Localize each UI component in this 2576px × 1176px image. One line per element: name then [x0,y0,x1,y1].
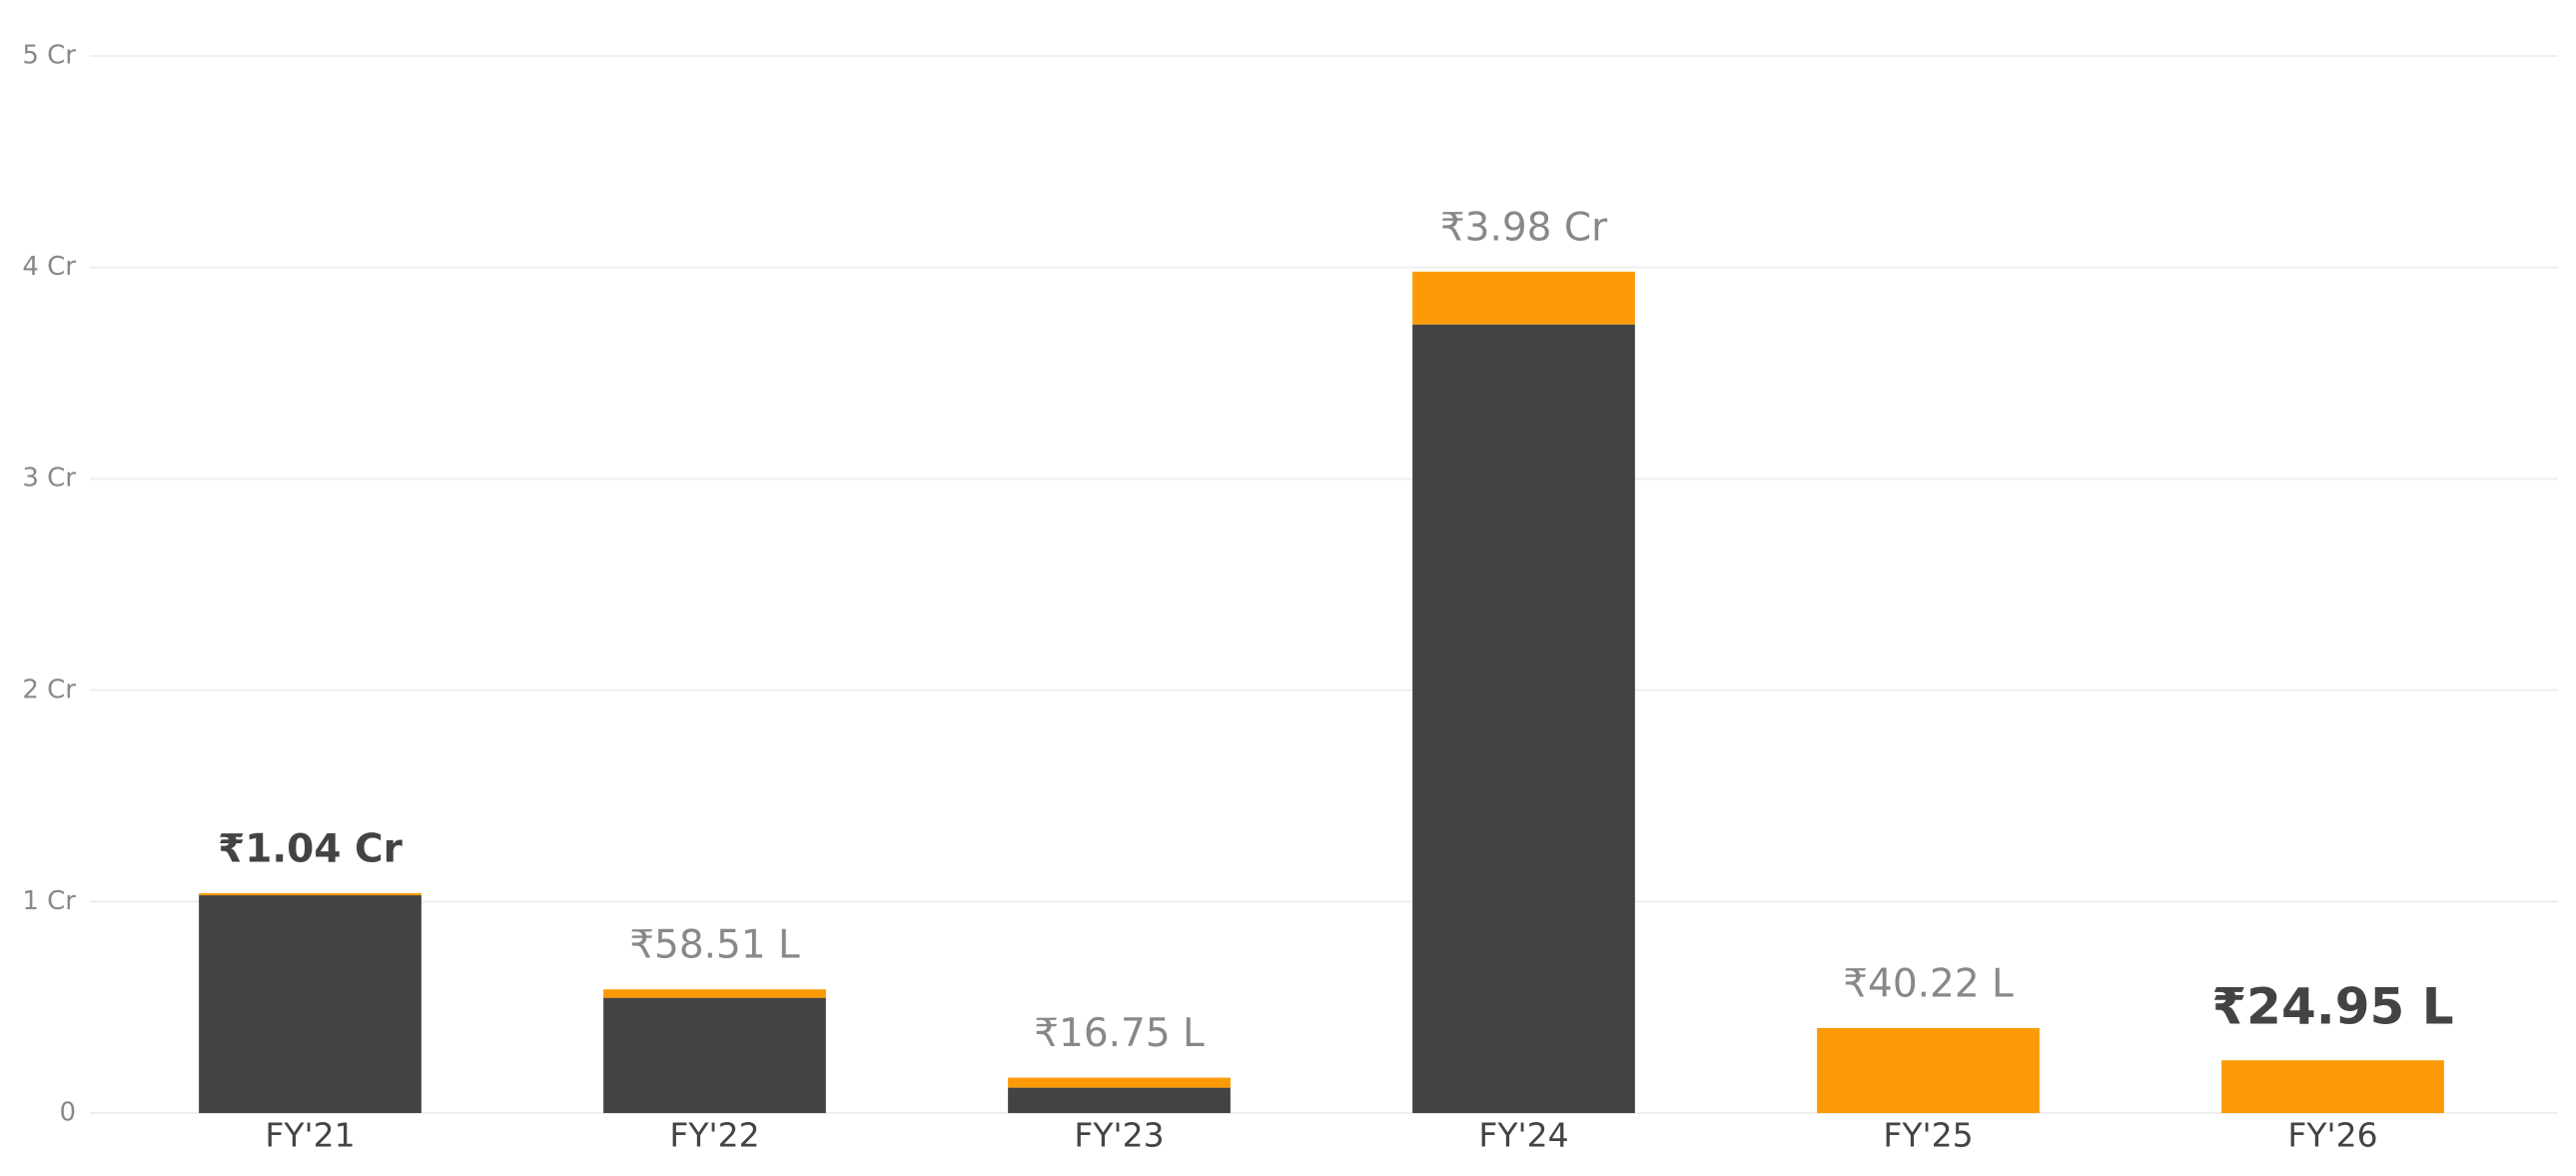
bar-segment [1412,271,1635,325]
y-tick-label: 0 [59,1098,76,1128]
value-label: ₹40.22 L [1843,961,2014,1006]
x-tick-label: FY'25 [1883,1116,1973,1155]
y-tick-label: 4 Cr [22,252,76,282]
bar-segment [603,989,826,998]
y-tick-label: 2 Cr [22,674,76,704]
value-label: ₹3.98 Cr [1440,205,1608,250]
bar-segment [1817,1027,2040,1113]
bar-segment [1008,1087,1231,1113]
y-tick-label: 3 Cr [22,464,76,494]
bar-segment [199,892,422,896]
bar-segment [2221,1060,2444,1113]
bar-segment [603,997,826,1113]
x-tick-label: FY'21 [265,1116,355,1155]
value-label: ₹1.04 Cr [218,826,404,871]
value-label: ₹24.95 L [2211,978,2453,1036]
bar-segment [1412,324,1635,1113]
x-tick-label: FY'22 [669,1116,759,1155]
y-tick-label: 5 Cr [22,41,76,71]
bar-segment [199,895,422,1113]
y-tick-label: 1 Cr [22,886,76,916]
bar-segment [1008,1077,1231,1088]
x-tick-label: FY'26 [2287,1116,2377,1155]
x-tick-label: FY'23 [1074,1116,1164,1155]
value-label: ₹58.51 L [629,923,800,968]
x-tick-label: FY'24 [1478,1116,1568,1155]
value-label: ₹16.75 L [1034,1011,1205,1056]
